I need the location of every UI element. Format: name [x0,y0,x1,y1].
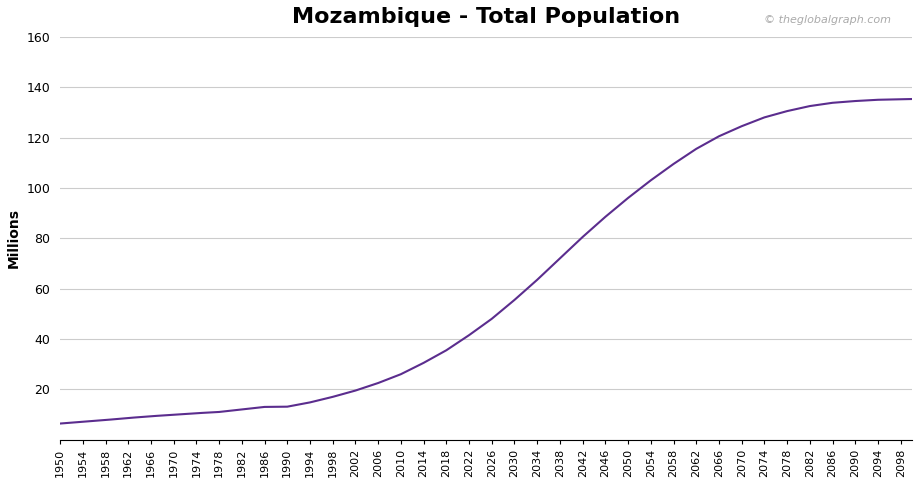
Title: Mozambique - Total Population: Mozambique - Total Population [292,7,680,27]
Text: © theglobalgraph.com: © theglobalgraph.com [765,15,891,25]
Y-axis label: Millions: Millions [7,208,21,268]
